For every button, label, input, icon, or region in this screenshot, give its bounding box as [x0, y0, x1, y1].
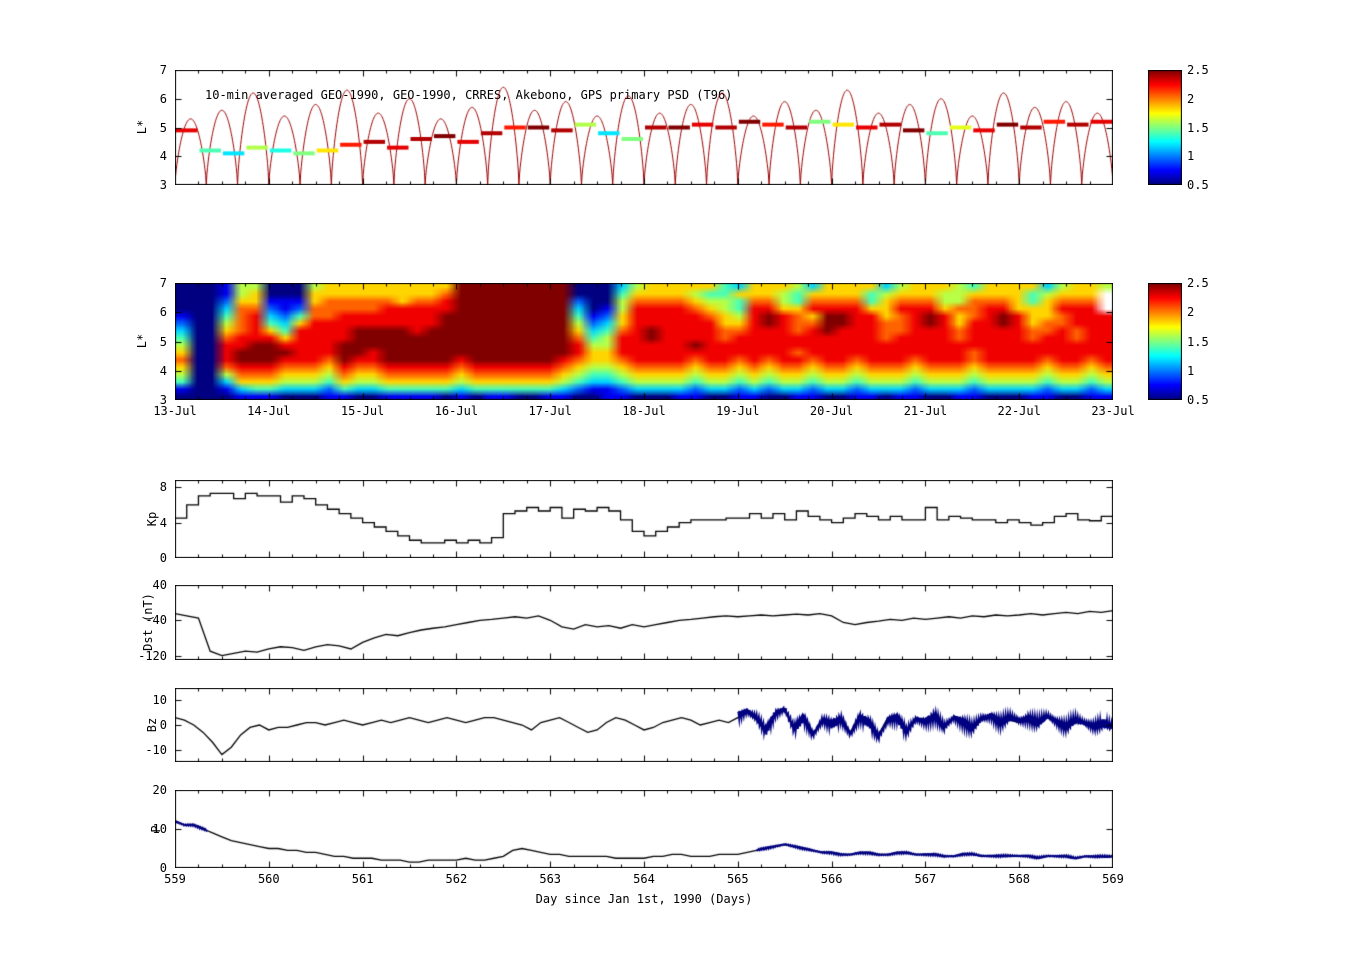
- date-tick-label: 15-Jul: [340, 404, 385, 418]
- day-tick-label: 559: [164, 872, 186, 886]
- y-tick-label: 20: [152, 783, 167, 797]
- colorbar-tick-label: 2: [1187, 305, 1195, 320]
- y-tick-label: -10: [145, 742, 167, 757]
- kp-plot: [175, 480, 1113, 558]
- pressure-plot: [175, 790, 1113, 868]
- colorbar-2: [1148, 283, 1182, 400]
- date-tick-label: 16-Jul: [434, 404, 479, 418]
- date-tick-label: 23-Jul: [1091, 404, 1135, 418]
- y-tick-label: 6: [159, 305, 167, 320]
- y-tick-label: 4: [159, 515, 167, 530]
- y-tick-label: 0: [159, 861, 167, 875]
- y-tick-label: -40: [145, 613, 167, 628]
- dst-plot: [175, 585, 1113, 660]
- x-axis-title: Day since Jan 1st, 1990 (Days): [535, 892, 753, 906]
- ylabel-bz: Bz: [145, 717, 159, 733]
- colorbar-tick-label: 1.5: [1187, 120, 1209, 135]
- ylabel-kp: Kp: [145, 511, 159, 527]
- day-tick-label: 569: [1102, 872, 1124, 886]
- y-tick-label: 5: [159, 120, 167, 135]
- date-tick-label: 21-Jul: [903, 404, 948, 418]
- bz-plot: [175, 688, 1113, 762]
- y-tick-label: 4: [159, 363, 167, 378]
- day-tick-label: 568: [1008, 872, 1031, 886]
- y-tick-label: 7: [159, 276, 167, 290]
- day-tick-label: 566: [820, 872, 843, 886]
- y-tick-label: 8: [159, 480, 167, 495]
- y-tick-label: 3: [159, 178, 167, 192]
- y-tick-label: 10: [152, 822, 167, 836]
- y-tick-label: 6: [159, 91, 167, 106]
- day-tick-label: 565: [726, 872, 749, 886]
- date-tick-label: 18-Jul: [622, 404, 666, 418]
- y-tick-label: -120: [138, 648, 167, 663]
- y-tick-label: 0: [159, 718, 167, 732]
- y-tick-label: 0: [159, 551, 167, 565]
- y-tick-label: 3: [159, 393, 167, 407]
- day-tick-label: 561: [351, 872, 374, 886]
- date-tick-label: 13-Jul: [153, 404, 197, 418]
- day-tick-label: 563: [539, 872, 562, 886]
- psd-heatmap: [175, 283, 1113, 400]
- colorbar-tick-label: 0.5: [1187, 393, 1209, 407]
- psd-scatter-plot: [175, 70, 1113, 185]
- date-tick-label: 19-Jul: [716, 404, 760, 418]
- date-tick-label: 17-Jul: [528, 404, 572, 418]
- colorbar-tick-label: 2.5: [1187, 63, 1209, 77]
- ylabel-psd-heatmap: L*: [135, 333, 149, 349]
- day-tick-label: 562: [445, 872, 468, 886]
- y-tick-label: 5: [159, 334, 167, 349]
- ylabel-psd-scatter: L*: [135, 119, 149, 135]
- date-tick-label: 22-Jul: [997, 404, 1041, 418]
- colorbar-tick-label: 1: [1187, 363, 1195, 378]
- colorbar-tick-label: 2.5: [1187, 276, 1209, 290]
- y-tick-label: 10: [152, 693, 167, 708]
- date-tick-label: 14-Jul: [247, 404, 291, 418]
- y-tick-label: 40: [152, 578, 167, 592]
- colorbar-tick-label: 1: [1187, 149, 1195, 164]
- colorbar-tick-label: 2: [1187, 91, 1195, 106]
- colorbar-1: [1148, 70, 1182, 185]
- colorbar-tick-label: 1.5: [1187, 334, 1209, 349]
- day-tick-label: 567: [914, 872, 937, 886]
- colorbar-tick-label: 0.5: [1187, 178, 1209, 192]
- y-tick-label: 4: [159, 149, 167, 164]
- y-tick-label: 7: [159, 63, 167, 77]
- date-tick-label: 20-Jul: [809, 404, 854, 418]
- day-tick-label: 560: [257, 872, 280, 886]
- day-tick-label: 564: [633, 872, 655, 886]
